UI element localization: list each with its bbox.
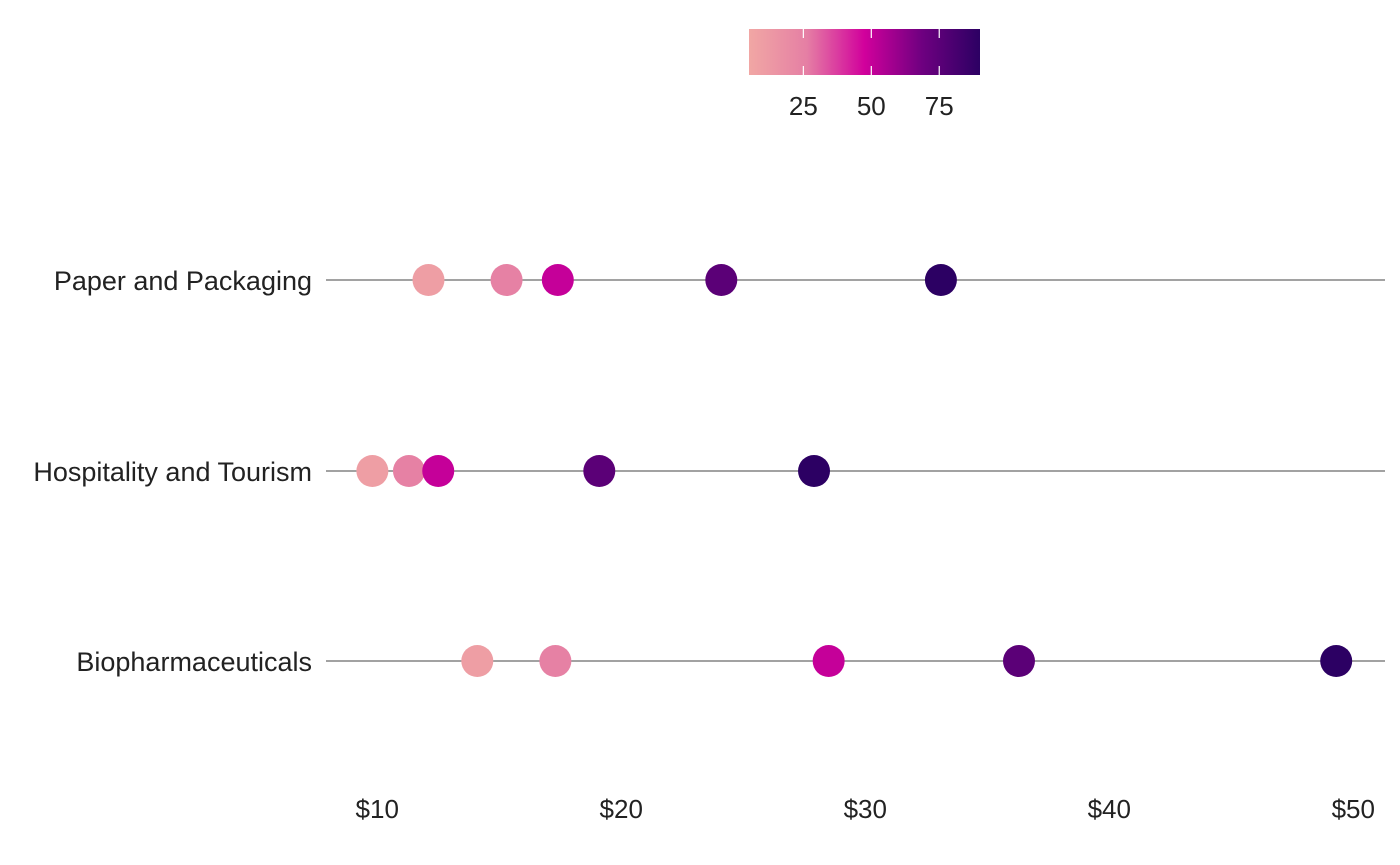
x-tick-label: $20 xyxy=(600,794,643,824)
data-point xyxy=(812,645,845,677)
category-label: Biopharmaceuticals xyxy=(76,647,312,677)
data-point xyxy=(412,264,445,296)
legend-tick-label: 50 xyxy=(857,91,886,121)
data-point xyxy=(798,455,831,487)
x-tick-label: $40 xyxy=(1088,794,1131,824)
category-label: Hospitality and Tourism xyxy=(33,457,312,487)
legend-colorbar xyxy=(749,29,980,75)
x-tick-label: $50 xyxy=(1332,794,1375,824)
data-point xyxy=(539,645,572,677)
data-point xyxy=(924,264,957,296)
data-point xyxy=(1002,645,1035,677)
data-point xyxy=(705,264,738,296)
data-point xyxy=(541,264,574,296)
color-legend: 25 50 75 xyxy=(749,29,980,121)
data-points xyxy=(356,264,1353,677)
category-rows: Paper and Packaging Hospitality and Touri… xyxy=(33,266,1385,677)
data-point xyxy=(583,455,616,487)
data-point xyxy=(356,455,389,487)
data-point xyxy=(1320,645,1353,677)
data-point xyxy=(422,455,455,487)
data-point xyxy=(490,264,523,296)
legend-tick-label: 75 xyxy=(925,91,954,121)
x-tick-label: $30 xyxy=(844,794,887,824)
data-point xyxy=(392,455,425,487)
category-label: Paper and Packaging xyxy=(54,266,312,296)
data-point xyxy=(461,645,494,677)
x-axis: $10 $20 $30 $40 $50 xyxy=(356,794,1375,824)
legend-tick-label: 25 xyxy=(789,91,818,121)
x-tick-label: $10 xyxy=(356,794,399,824)
